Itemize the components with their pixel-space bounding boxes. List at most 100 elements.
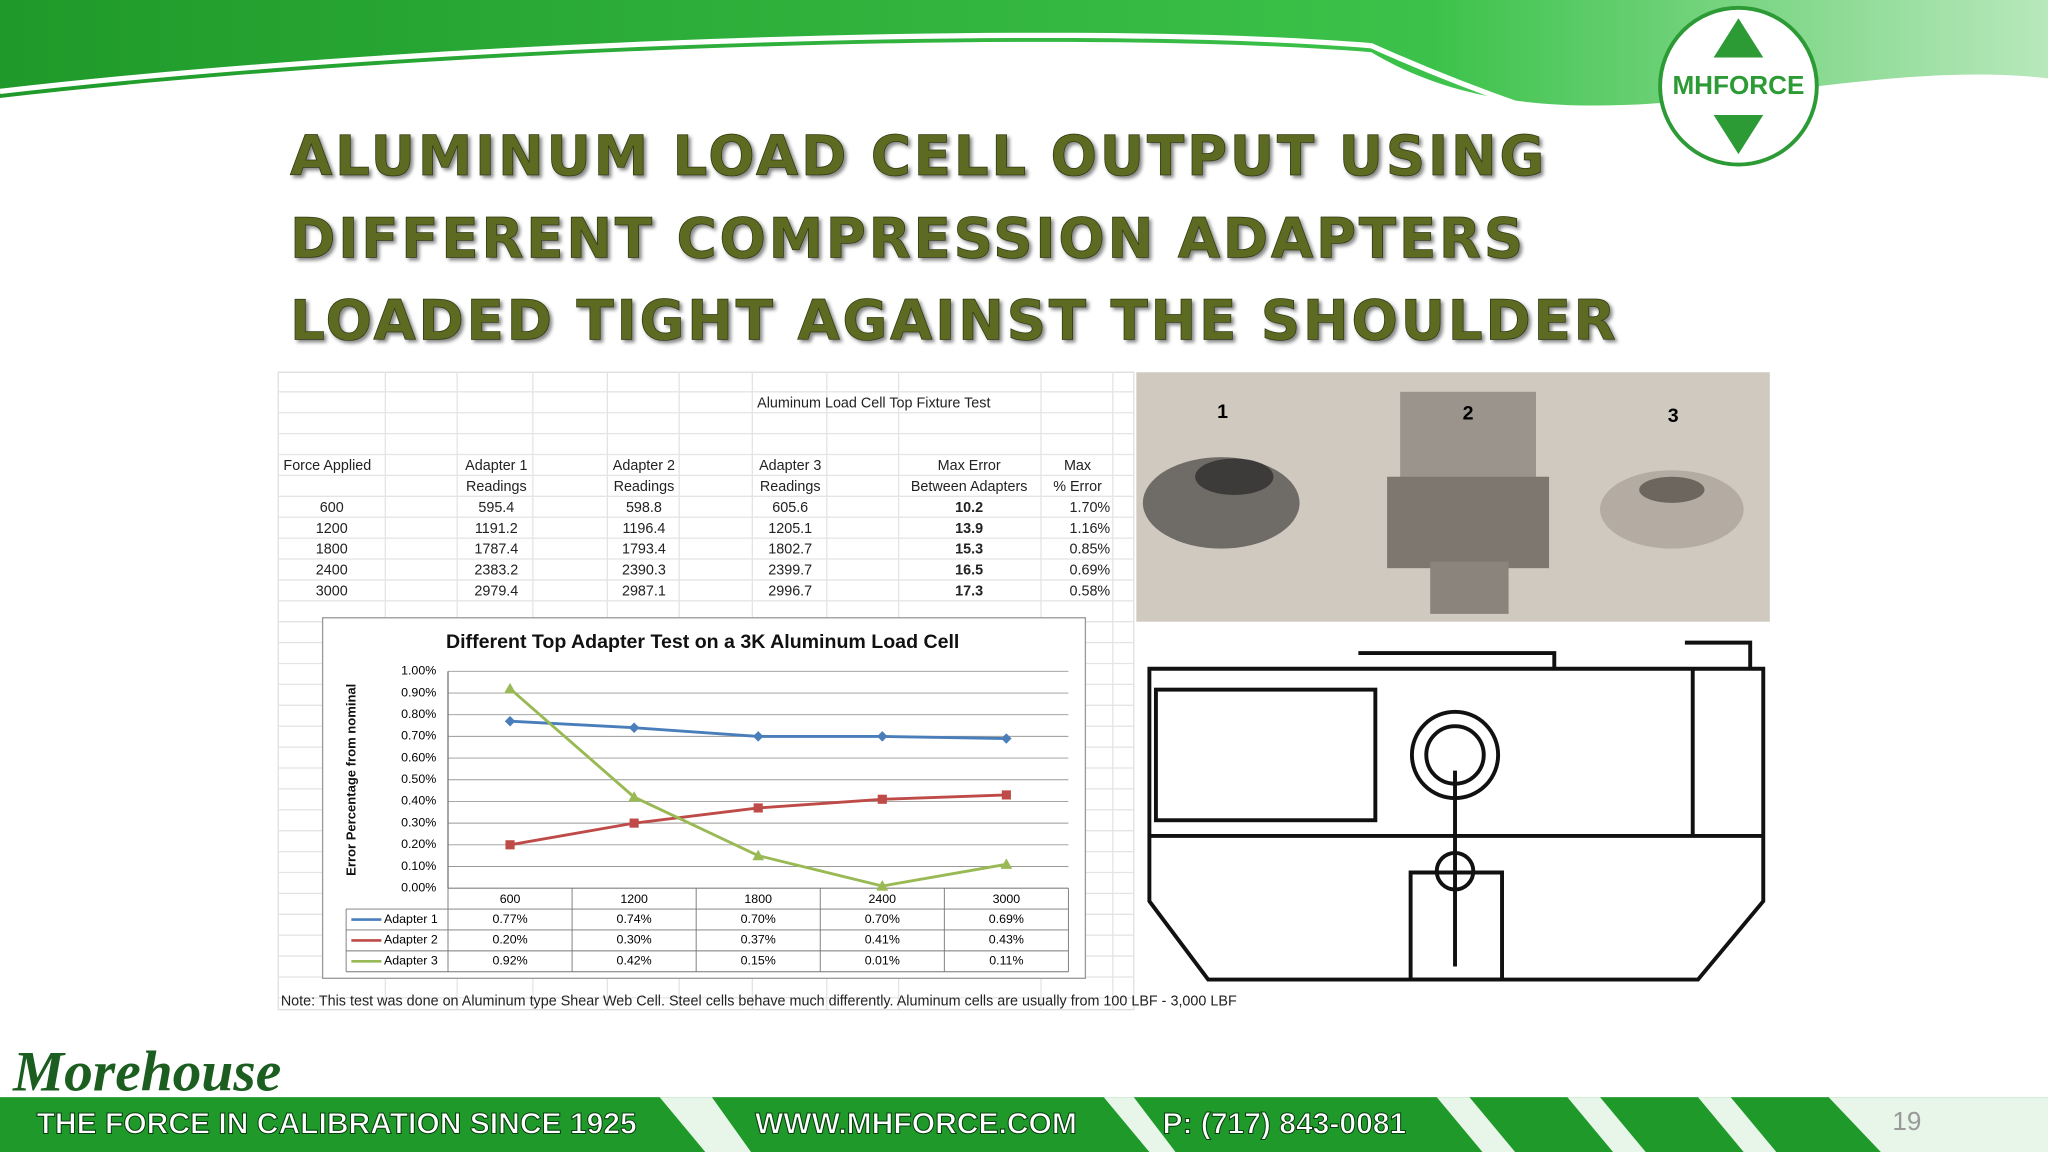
data-label: 0.43% [989, 933, 1024, 947]
table-header: Readings [614, 479, 675, 495]
marker [505, 840, 515, 850]
table-cell: 1793.4 [622, 542, 666, 558]
table-cell: 600 [320, 500, 344, 516]
data-label: 0.37% [741, 933, 776, 947]
table-header: % Error [1053, 479, 1102, 495]
table-cell: 2399.7 [768, 563, 812, 579]
table-cell: 1787.4 [474, 542, 518, 558]
data-label: 0.70% [865, 912, 900, 926]
table-cell: 1200 [316, 521, 348, 537]
data-label: 0.11% [989, 954, 1023, 968]
marker [877, 794, 887, 804]
data-label: 0.92% [492, 954, 527, 968]
title-line: ALUMINUM LOAD CELL OUTPUT USING [290, 124, 1547, 188]
marker [877, 731, 888, 742]
y-tick-label: 0.00% [401, 880, 436, 894]
marker [504, 715, 516, 727]
photo-label: 3 [1668, 405, 1679, 427]
table-cell: 605.6 [772, 500, 808, 516]
legend-label: Adapter 1 [384, 912, 438, 926]
photo-adapters: 1 2 3 [1142, 391, 1744, 614]
table-title: Aluminum Load Cell Top Fixture Test [757, 395, 990, 411]
title-line: DIFFERENT COMPRESSION ADAPTERS [290, 206, 1526, 270]
y-tick-label: 0.20% [401, 837, 436, 851]
x-tick-label: 3000 [993, 892, 1021, 906]
chart-title: Different Top Adapter Test on a 3K Alumi… [446, 631, 959, 653]
table-header: Readings [466, 479, 527, 495]
y-tick-label: 0.10% [401, 859, 436, 873]
marker [628, 791, 640, 802]
x-tick-label: 1200 [620, 892, 648, 906]
top-swoosh [0, 0, 2048, 106]
marker [628, 722, 640, 733]
y-axis-title: Error Percentage from nominal [343, 684, 358, 876]
data-label: 0.69% [989, 912, 1024, 926]
footer-text: THE FORCE IN CALIBRATION SINCE 1925 [37, 1108, 637, 1141]
x-tick-label: 2400 [868, 892, 896, 906]
table-cell: 1800 [316, 542, 348, 558]
y-tick-label: 0.30% [401, 815, 436, 829]
marker [1001, 790, 1011, 800]
data-label: 0.20% [492, 933, 527, 947]
y-tick-label: 0.80% [401, 707, 436, 721]
marker [753, 803, 763, 813]
table-cell: 2400 [316, 563, 348, 579]
table-cell: 2987.1 [622, 583, 666, 599]
brand: Morehouse [12, 1041, 281, 1104]
table-header: Adapter 2 [613, 458, 675, 474]
photo-label: 1 [1217, 401, 1228, 423]
data-label: 0.30% [617, 933, 652, 947]
page-number: 19 [1892, 1106, 1921, 1136]
y-tick-label: 0.90% [401, 685, 436, 699]
table-header: Max [1064, 458, 1092, 474]
marker [752, 731, 764, 742]
y-tick-label: 0.40% [401, 794, 436, 808]
y-tick-label: 0.70% [401, 729, 436, 743]
table-cell: 17.3 [955, 583, 983, 599]
footer-text: WWW.MHFORCE.COM [755, 1108, 1077, 1141]
y-tick-label: 0.60% [401, 750, 436, 764]
table-header: Force Applied [283, 458, 371, 474]
x-tick-label: 1800 [744, 892, 772, 906]
table-cell: 2383.2 [474, 563, 518, 579]
data-label: 0.42% [617, 954, 652, 968]
y-tick-label: 0.50% [401, 772, 436, 786]
data-label: 0.01% [865, 954, 900, 968]
legend-label: Adapter 2 [384, 933, 438, 947]
table-cell: 1.16% [1069, 521, 1110, 537]
table-cell: 3000 [316, 583, 348, 599]
swoosh-line [0, 32, 1699, 160]
technical-drawing [1136, 623, 1770, 991]
photo-label: 2 [1463, 402, 1474, 424]
table-cell: 16.5 [955, 563, 983, 579]
marker [629, 818, 639, 828]
logo-text: MHFORCE [1672, 70, 1804, 100]
legend-label: Adapter 3 [384, 954, 438, 968]
marker [1000, 858, 1013, 869]
data-label: 0.70% [741, 912, 776, 926]
data-label: 0.74% [617, 912, 652, 926]
y-tick-label: 1.00% [401, 664, 436, 678]
table-cell: 595.4 [478, 500, 514, 516]
table-cell: 0.69% [1069, 563, 1110, 579]
table-cell: 1802.7 [768, 542, 812, 558]
table-cell: 1205.1 [768, 521, 812, 537]
table-cell: 0.85% [1069, 542, 1110, 558]
table-header: Adapter 3 [759, 458, 821, 474]
x-tick-label: 600 [500, 892, 521, 906]
table-cell: 15.3 [955, 542, 983, 558]
footer-bar: THE FORCE IN CALIBRATION SINCE 1925 WWW.… [0, 1097, 2048, 1152]
table-cell: 598.8 [626, 500, 662, 516]
data-label: 0.77% [492, 912, 527, 926]
table-cell: 2996.7 [768, 583, 812, 599]
table-cell: 2979.4 [474, 583, 518, 599]
marker [752, 849, 765, 861]
marker [876, 880, 889, 891]
table-cell: 1191.2 [475, 521, 518, 537]
data-label: 0.15% [741, 954, 776, 968]
table-cell: 13.9 [955, 521, 983, 537]
footer-text: P: (717) 843-0081 [1162, 1108, 1406, 1141]
table-cell: 1.70% [1069, 500, 1110, 516]
table-header: Between Adapters [911, 479, 1028, 495]
